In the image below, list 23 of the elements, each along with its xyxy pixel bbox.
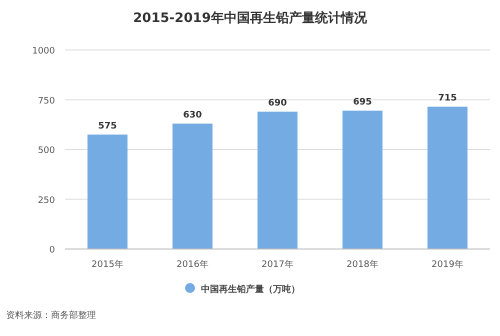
y-tick-label: 0 — [49, 246, 56, 256]
y-tick-label: 750 — [38, 96, 56, 106]
x-tick-label: 2015年 — [92, 259, 124, 270]
bar — [258, 112, 298, 249]
bar — [342, 110, 382, 249]
data-label: 630 — [183, 110, 202, 121]
chart-title: 2015-2019年中国再生铅产量统计情况 — [133, 10, 368, 26]
x-tick-label: 2016年 — [176, 259, 208, 270]
x-tick-label: 2019年 — [432, 259, 464, 270]
bar — [428, 106, 468, 249]
x-tick-label: 2018年 — [346, 259, 378, 270]
legend-label: 中国再生铅产量（万吨） — [201, 284, 300, 295]
data-label: 715 — [438, 94, 457, 104]
text: 资料来源：商务部整理 — [6, 310, 96, 321]
bar — [88, 134, 128, 249]
data-label: 695 — [353, 98, 372, 108]
data-label: 575 — [98, 122, 117, 132]
y-tick-label: 1000 — [32, 46, 56, 56]
bar — [172, 124, 212, 249]
y-tick-label: 500 — [38, 146, 56, 156]
data-label: 690 — [268, 98, 287, 109]
x-tick-label: 2017年 — [262, 259, 294, 270]
y-tick-label: 250 — [38, 196, 56, 206]
